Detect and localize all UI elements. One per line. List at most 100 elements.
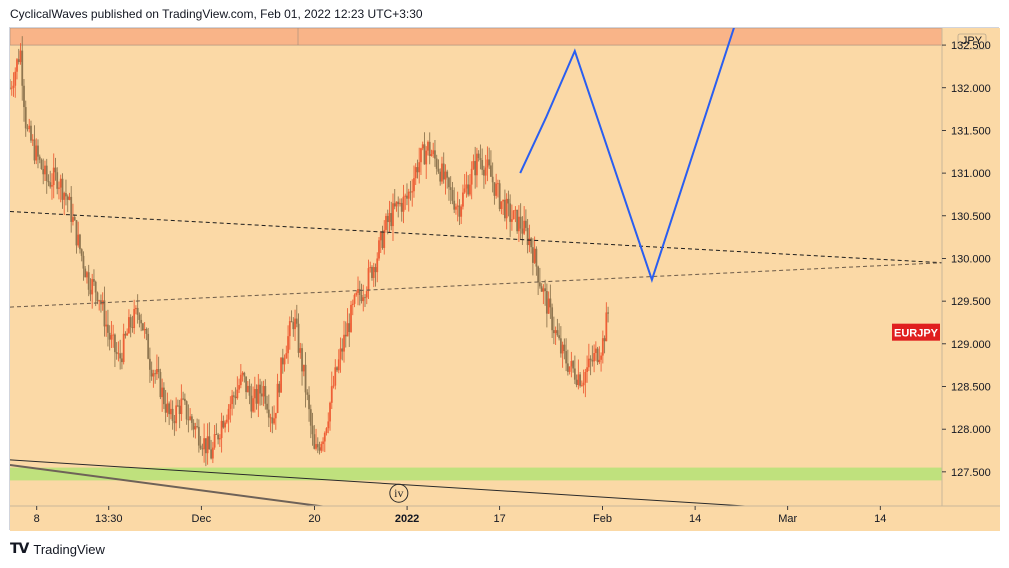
candle-body <box>601 338 604 356</box>
candle-body <box>23 85 25 108</box>
candle-body <box>474 161 477 176</box>
candle-body <box>196 426 199 427</box>
candle-body <box>573 368 576 380</box>
candle-body <box>339 348 342 360</box>
candle-body <box>421 144 424 149</box>
candle-body <box>213 434 216 448</box>
candle-body <box>488 159 491 166</box>
candle-body <box>353 294 356 304</box>
candle-body <box>533 248 536 263</box>
candle-body <box>147 333 150 359</box>
candle-body <box>521 228 524 234</box>
price-tick-label: 129.000 <box>951 339 991 351</box>
candle-body <box>227 408 230 420</box>
candle-body <box>199 445 202 449</box>
candle-body <box>348 323 351 332</box>
candle-body <box>526 227 529 246</box>
candle-body <box>598 359 601 363</box>
candle-body <box>243 372 246 377</box>
candle-body <box>369 267 372 269</box>
candle-body <box>565 351 568 364</box>
candle-body <box>297 323 300 353</box>
candle-body <box>255 389 258 404</box>
candle-body <box>215 434 218 435</box>
candle-body <box>537 266 540 283</box>
candle-body <box>12 85 15 88</box>
candle-body <box>561 344 564 354</box>
candle-body <box>355 292 358 295</box>
candle-body <box>77 234 80 246</box>
candle-body <box>178 405 181 415</box>
candle-body <box>388 213 391 223</box>
currency-label: JPY <box>962 35 983 47</box>
candle-body <box>288 321 291 337</box>
candle-body <box>87 272 90 290</box>
candle-body <box>280 357 282 393</box>
candle-body <box>169 408 172 415</box>
candle-body <box>593 353 595 362</box>
lower-dashed-trendline <box>10 262 943 308</box>
candle-body <box>563 344 566 352</box>
candle-body <box>344 334 347 337</box>
candle-body <box>138 314 141 320</box>
candle-body <box>351 303 354 305</box>
candle-body <box>315 444 317 449</box>
candle-body <box>131 327 134 329</box>
candle-body <box>10 87 11 89</box>
candle-body <box>189 416 192 420</box>
candle-body <box>276 383 279 414</box>
candle-body <box>552 330 555 334</box>
candle-body <box>411 191 414 193</box>
candle-body <box>128 317 130 334</box>
candle-body <box>187 419 190 421</box>
candle-body <box>531 247 534 263</box>
candle-body <box>52 167 55 186</box>
candle-body <box>486 159 489 168</box>
candle-body <box>84 268 87 278</box>
candle-body <box>430 154 433 156</box>
candle-body <box>465 184 468 189</box>
time-tick-label: 20 <box>308 513 320 525</box>
support-zone <box>10 467 942 481</box>
candle-body <box>274 413 277 419</box>
candle-body <box>428 141 431 156</box>
candle-body <box>86 272 88 278</box>
candle-body <box>605 312 608 342</box>
chart-panel[interactable]: iv JPY 132.500 132.000 131.500 131.000 130.50… <box>9 27 1000 531</box>
candle-body <box>267 409 270 418</box>
candle-body <box>98 300 101 302</box>
candle-body <box>514 209 517 211</box>
candle-body <box>19 50 22 63</box>
candle-body <box>483 169 485 176</box>
price-tick-label: 130.000 <box>951 253 991 265</box>
time-tick-label: 14 <box>874 513 886 525</box>
candle-body <box>498 183 501 209</box>
candle-body <box>185 401 188 420</box>
candle-body <box>479 158 482 161</box>
time-tick-label: Feb <box>593 513 612 525</box>
candle-body <box>56 172 59 189</box>
footer-brand[interactable]: 𝗧𝗩 TradingView <box>10 541 105 557</box>
candle-body <box>65 193 67 197</box>
candle-body <box>446 171 449 178</box>
candle-body <box>290 321 293 323</box>
candle-body <box>135 307 137 309</box>
candle-body <box>418 162 421 173</box>
candle-body <box>374 267 377 273</box>
candle-body <box>49 182 52 187</box>
candle-body <box>393 203 396 207</box>
candle-body <box>325 428 328 434</box>
candle-body <box>318 447 321 451</box>
candle-body <box>110 335 113 340</box>
candle-body <box>456 205 459 207</box>
candle-body <box>115 352 118 354</box>
candle-body <box>54 167 57 173</box>
candle-body <box>322 441 324 445</box>
candle-body <box>229 404 232 409</box>
wave-label-iv: iv <box>394 486 403 500</box>
candle-body <box>308 394 310 410</box>
candle-body <box>376 258 379 273</box>
candle-body <box>295 318 298 324</box>
candle-body <box>519 216 522 229</box>
